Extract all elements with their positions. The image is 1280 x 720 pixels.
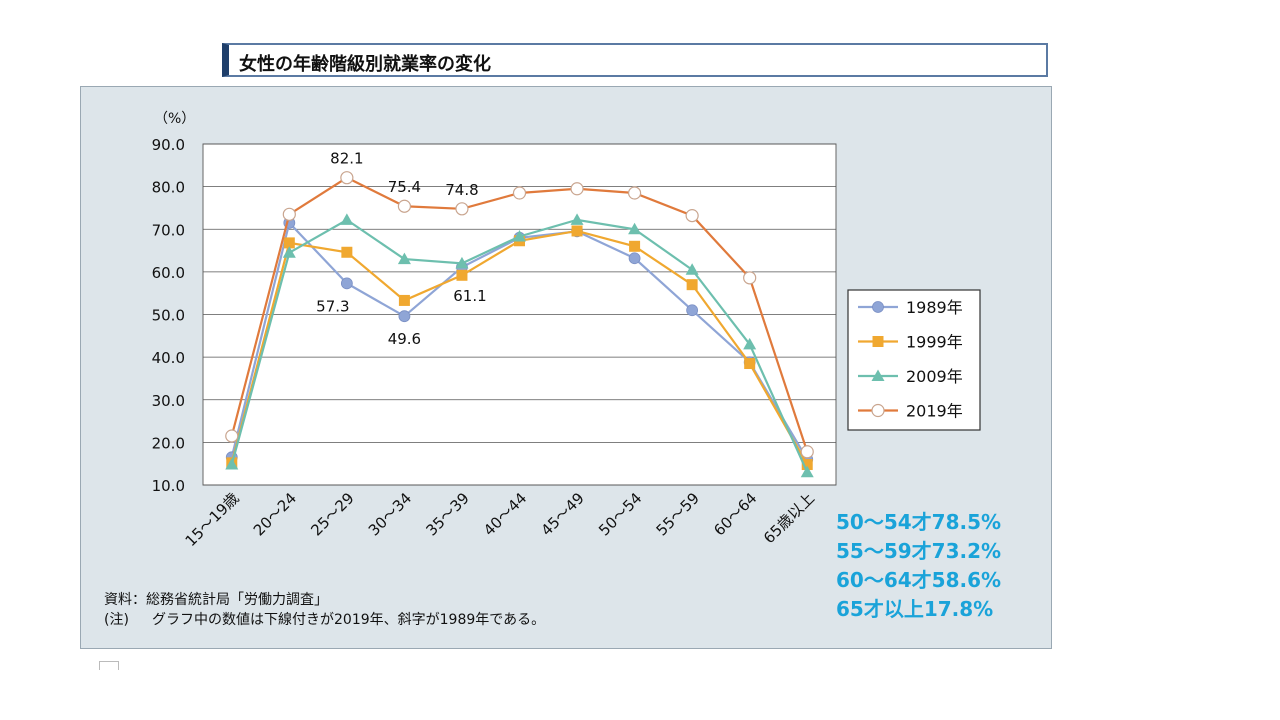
data-point [513, 229, 526, 242]
data-point [283, 237, 295, 249]
legend-label: 2009年 [906, 367, 963, 386]
series-2019年 [225, 171, 814, 459]
source-note: 資料：総務省統計局「労働力調査」 [104, 590, 545, 610]
data-point [512, 186, 527, 200]
data-label: 74.8 [445, 181, 478, 199]
data-point [397, 199, 412, 213]
x-tick-label: 65歳以上 [760, 489, 818, 547]
data-point [398, 310, 411, 323]
side-annotation: 50～54才78.5% [836, 510, 1002, 534]
data-label: 57.3 [316, 297, 349, 315]
y-tick-label: 90.0 [152, 136, 185, 154]
side-annotation: 60～64才58.6% [836, 568, 1002, 592]
data-point [225, 429, 239, 443]
data-point [627, 186, 642, 200]
data-point [628, 252, 641, 265]
data-point [685, 263, 699, 275]
data-point [455, 256, 469, 269]
legend-entry: 2019年 [858, 402, 963, 421]
legend-entry: 2009年 [858, 367, 963, 386]
series-group [225, 171, 814, 478]
x-tick-label: 35～39 [422, 489, 472, 539]
notes-block: 資料：総務省統計局「労働力調査」 (注) グラフ中の数値は下線付きが2019年、斜… [104, 590, 545, 630]
data-point [801, 459, 813, 471]
data-point [282, 246, 296, 258]
x-tick-label: 15～19歳 [182, 489, 243, 550]
y-tick-label: 70.0 [152, 221, 185, 239]
source-label: 資料： [104, 592, 146, 608]
legend-box [847, 289, 981, 431]
data-point [800, 465, 814, 478]
data-point [744, 358, 756, 370]
scrollbar-stub [99, 661, 119, 670]
gridlines [203, 143, 836, 486]
legend-label: 1989年 [906, 298, 963, 317]
x-tick-label: 60～64 [710, 489, 760, 539]
y-tick-label: 60.0 [152, 264, 185, 282]
data-point [282, 207, 296, 221]
legend-entry: 1999年 [858, 333, 963, 352]
data-point [340, 171, 354, 185]
legend-label: 1999年 [906, 333, 963, 352]
source-text: 総務省統計局「労働力調査」 [146, 592, 328, 608]
data-point [570, 213, 584, 225]
data-point [398, 294, 410, 306]
y-tick-label: 40.0 [152, 349, 185, 367]
y-tick-label: 50.0 [152, 307, 185, 325]
x-tick-label: 50～54 [595, 489, 645, 539]
data-label: 75.4 [388, 178, 421, 196]
x-tick-label: 55～59 [653, 489, 703, 539]
data-point [456, 269, 468, 281]
y-tick-label: 80.0 [152, 179, 185, 197]
data-point [628, 222, 642, 235]
data-point [871, 369, 885, 381]
data-point [629, 240, 641, 252]
y-tick-label: 20.0 [152, 434, 185, 452]
legend-entry: 1989年 [858, 298, 963, 317]
x-tick-label: 40～44 [480, 489, 530, 539]
data-label: 49.6 [388, 330, 421, 348]
y-tick-label: 30.0 [152, 392, 185, 410]
x-tick-label: 45～49 [538, 489, 588, 539]
data-point [570, 182, 584, 196]
data-point [571, 225, 583, 237]
data-point [455, 202, 469, 216]
side-annotations: 50～54才78.5% 55～59才73.2% 60～64才58.6% 65才以… [836, 508, 1001, 624]
y-unit-label: （%） [154, 111, 195, 127]
legend: 1989年 1999年 2009年 2019年 [847, 289, 981, 431]
note-text: グラフ中の数値は下線付きが2019年、斜字が1989年である。 [152, 612, 546, 628]
x-tick-label: 20～24 [250, 489, 300, 539]
chart-title-box: 女性の年齢階級別就業率の変化 [222, 43, 1048, 77]
data-point [872, 336, 884, 347]
data-point [871, 403, 885, 418]
data-point [686, 304, 699, 317]
y-axis: 90.0 80.0 70.0 60.0 50.0 40.0 30.0 20.0 10.0 （%） [152, 111, 196, 495]
data-labels: 82.1 75.4 74.8 57.3 49.6 61.1 [316, 150, 486, 349]
note-label: (注) [104, 612, 129, 628]
data-point [685, 209, 699, 223]
side-annotation: 55～59才73.2% [836, 539, 1002, 563]
side-annotation: 65才以上17.8% [836, 597, 994, 621]
data-point [872, 301, 884, 313]
legend-label: 2019年 [906, 402, 963, 421]
x-axis: 15～19歳 20～24 25～29 30～34 35～39 40～44 45～49 50～5… [182, 489, 818, 550]
data-point [225, 458, 239, 470]
chart-title: 女性の年齢階級別就業率の変化 [239, 54, 491, 75]
data-point [686, 279, 698, 291]
data-point [341, 246, 353, 258]
data-point [397, 252, 411, 265]
series-2009年 [225, 213, 814, 478]
footnote: (注) グラフ中の数値は下線付きが2019年、斜字が1989年である。 [104, 610, 545, 630]
y-tick-label: 10.0 [152, 477, 185, 495]
data-point [743, 271, 757, 285]
data-label: 61.1 [453, 287, 486, 305]
data-label: 82.1 [330, 150, 363, 168]
x-tick-label: 25～29 [307, 489, 357, 539]
data-point [340, 213, 354, 225]
x-tick-label: 30～34 [365, 489, 415, 539]
data-point [340, 277, 353, 290]
data-point [743, 337, 757, 350]
data-point [800, 445, 814, 459]
